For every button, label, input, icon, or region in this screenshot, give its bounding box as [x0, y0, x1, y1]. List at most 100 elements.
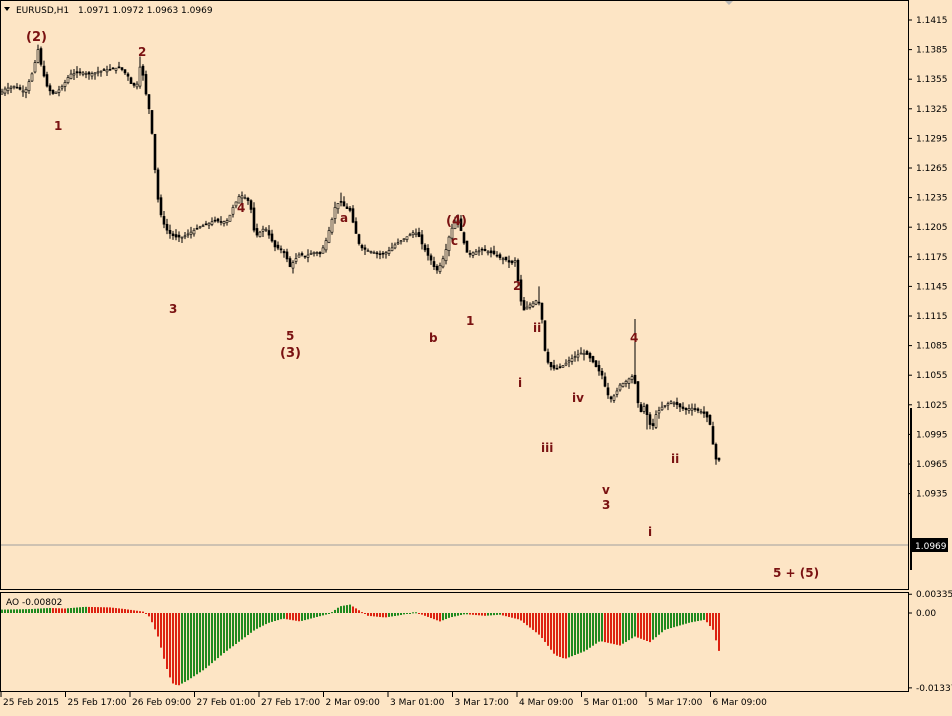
ao-bar [451, 613, 453, 618]
ao-bar [319, 613, 321, 617]
ao-bar [517, 613, 519, 620]
time-tick-label: 5 Mar 17:00 [648, 698, 703, 708]
indicator-pane-frame [0, 592, 909, 692]
ao-bar [91, 606, 93, 613]
candle [360, 243, 364, 251]
candle [531, 301, 535, 308]
ao-bar [715, 613, 717, 641]
ao-bar [370, 613, 372, 617]
price-tick-label: 1.1295 [916, 134, 948, 144]
candle [75, 66, 79, 78]
ao-bar [712, 613, 714, 630]
candle [54, 91, 58, 95]
candle [354, 217, 358, 234]
candle [597, 360, 601, 376]
candle [99, 70, 103, 77]
price-tick-label: 1.1175 [916, 253, 948, 263]
ao-bar [112, 607, 114, 613]
time-axis: 25 Feb 2015 25 Feb 17:00 26 Feb 09:00 27 Fe… [0, 692, 767, 708]
candle [453, 216, 457, 230]
ao-bar [427, 613, 429, 617]
candle [168, 224, 172, 239]
wave-label: i [648, 525, 652, 539]
wave-label: v [602, 483, 610, 497]
candle [624, 379, 628, 388]
candle [150, 110, 154, 135]
ao-bar [382, 613, 384, 618]
candle [636, 381, 640, 408]
ao-bar [670, 613, 672, 629]
candle [348, 205, 352, 213]
candle [84, 71, 88, 79]
candle [87, 70, 91, 80]
wave-label: 2 [138, 45, 146, 59]
ao-bar [322, 613, 324, 616]
candle [585, 349, 589, 355]
candle [657, 406, 661, 419]
ao-bar [232, 613, 234, 647]
candle [30, 72, 34, 82]
ao-bar [646, 613, 648, 641]
candle [438, 262, 442, 274]
candle [297, 252, 301, 258]
candle [645, 403, 649, 430]
candle [498, 252, 502, 261]
candle [123, 69, 127, 76]
candle [474, 248, 478, 255]
ao-bar [634, 613, 636, 637]
ao-bar [604, 613, 606, 643]
shift-marker-icon[interactable] [724, 0, 734, 5]
candle [546, 348, 550, 365]
candle [219, 216, 223, 226]
collapse-arrow-icon[interactable] [4, 7, 10, 11]
ao-bar [589, 613, 591, 648]
wave-label: (2) [26, 30, 47, 45]
candle [612, 394, 616, 403]
candle [324, 237, 328, 253]
candle [606, 382, 610, 399]
ao-bar [247, 613, 249, 636]
candle [711, 421, 715, 445]
ao-bar [256, 613, 258, 629]
wave-label: 1 [466, 314, 474, 328]
ao-bar [361, 612, 363, 614]
candle [183, 231, 187, 240]
ao-bar [133, 610, 135, 613]
ao-bar [124, 609, 126, 613]
ao-bar [553, 613, 555, 654]
candle [666, 401, 670, 411]
ao-bar [103, 607, 105, 613]
ao-bar [661, 613, 663, 633]
candle [96, 66, 100, 77]
candle [426, 244, 430, 261]
candle [516, 258, 520, 286]
candle [471, 251, 475, 259]
ao-bar [658, 613, 660, 635]
ao-bar [499, 613, 501, 615]
candle [570, 354, 574, 365]
candle [78, 68, 82, 76]
candle [33, 59, 37, 74]
ao-bar [694, 613, 696, 622]
candle [375, 251, 379, 259]
ao-bar [664, 613, 666, 630]
candle [672, 401, 676, 408]
ao-bar [412, 612, 414, 614]
ao-bar [253, 613, 255, 631]
ao-bar [139, 611, 141, 613]
candle [408, 232, 412, 237]
ao-bar [43, 608, 45, 613]
ao-bar [601, 613, 603, 642]
ao-bar [82, 607, 84, 613]
candle [198, 225, 202, 229]
wave-label: 4 [630, 331, 638, 345]
candle [702, 406, 706, 418]
candle [36, 44, 40, 64]
price-tick-label: 1.1055 [916, 371, 948, 381]
candle [447, 235, 451, 257]
candle [615, 387, 619, 398]
candle [213, 216, 217, 223]
ao-bar [238, 613, 240, 642]
